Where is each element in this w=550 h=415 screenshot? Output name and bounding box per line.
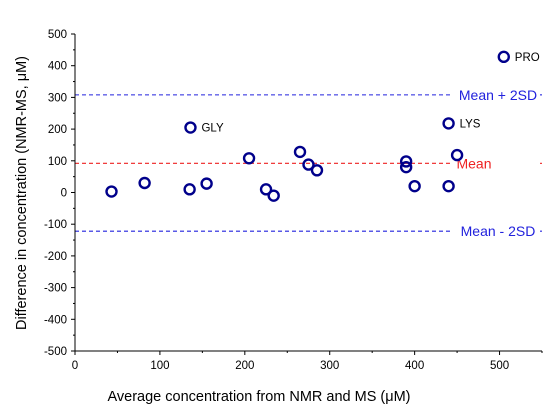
- data-point-0-5: [242, 152, 256, 165]
- x-tick-label-4: 400: [405, 360, 424, 372]
- x-tick-label-1: 100: [150, 360, 169, 372]
- x-axis-label: Average concentration from NMR and MS (μ…: [107, 389, 410, 405]
- data-point-0-14: [442, 117, 455, 130]
- data-point-0-13: [408, 179, 421, 193]
- y-tick-label-7: 200: [48, 124, 67, 136]
- data-point-0-3: [183, 183, 196, 196]
- y-tick-label-10: 500: [48, 29, 67, 41]
- x-tick-label-2: 200: [235, 360, 254, 372]
- reference-line-label-2: Mean - 2SD: [461, 223, 536, 239]
- data-point-label-lys: LYS: [460, 118, 481, 130]
- data-point-0-1: [138, 176, 151, 190]
- data-point-0-11: [399, 155, 413, 168]
- x-tick-label-5: 500: [490, 360, 509, 372]
- y-tick-label-4: -100: [44, 219, 67, 231]
- data-point-0-15: [442, 179, 455, 193]
- data-point-0-0: [105, 185, 118, 198]
- data-point-label-gly: GLY: [201, 123, 223, 135]
- data-point-0-6: [259, 183, 273, 196]
- data-point-0-9: [302, 158, 315, 171]
- y-tick-label-9: 400: [48, 61, 67, 73]
- data-point-0-8: [293, 145, 307, 159]
- y-axis-label: Difference in concentration (NMR-MS, μM): [14, 56, 30, 330]
- axes: -500 -400 -300 -200 -100 0 100 200 300 400 500 0 100…: [44, 29, 543, 372]
- data-point-0-12: [399, 160, 413, 174]
- data-point-0-16: [450, 148, 464, 162]
- y-tick-label-0: -500: [44, 346, 67, 358]
- data-points: GLY LYS PRO: [105, 50, 540, 202]
- y-tick-label-3: -200: [44, 251, 67, 263]
- data-point-0-17: [497, 50, 510, 64]
- reference-lines: Mean + 2SD Mean Mean - 2SD: [75, 87, 542, 239]
- data-point-0-7: [267, 189, 280, 202]
- y-tick-label-8: 300: [48, 92, 67, 104]
- reference-line-label-0: Mean + 2SD: [459, 87, 537, 103]
- data-point-0-2: [184, 121, 197, 134]
- data-point-0-4: [200, 177, 213, 190]
- x-tick-label-0: 0: [72, 360, 78, 372]
- y-tick-label-2: -300: [44, 283, 67, 295]
- x-tick-label-3: 300: [320, 360, 339, 372]
- y-tick-label-6: 100: [48, 156, 67, 168]
- data-point-0-10: [310, 164, 324, 177]
- data-point-label-pro: PRO: [515, 52, 540, 64]
- y-tick-label-1: -400: [44, 314, 67, 326]
- y-tick-label-5: 0: [61, 188, 67, 200]
- reference-line-label-1: Mean: [456, 155, 491, 171]
